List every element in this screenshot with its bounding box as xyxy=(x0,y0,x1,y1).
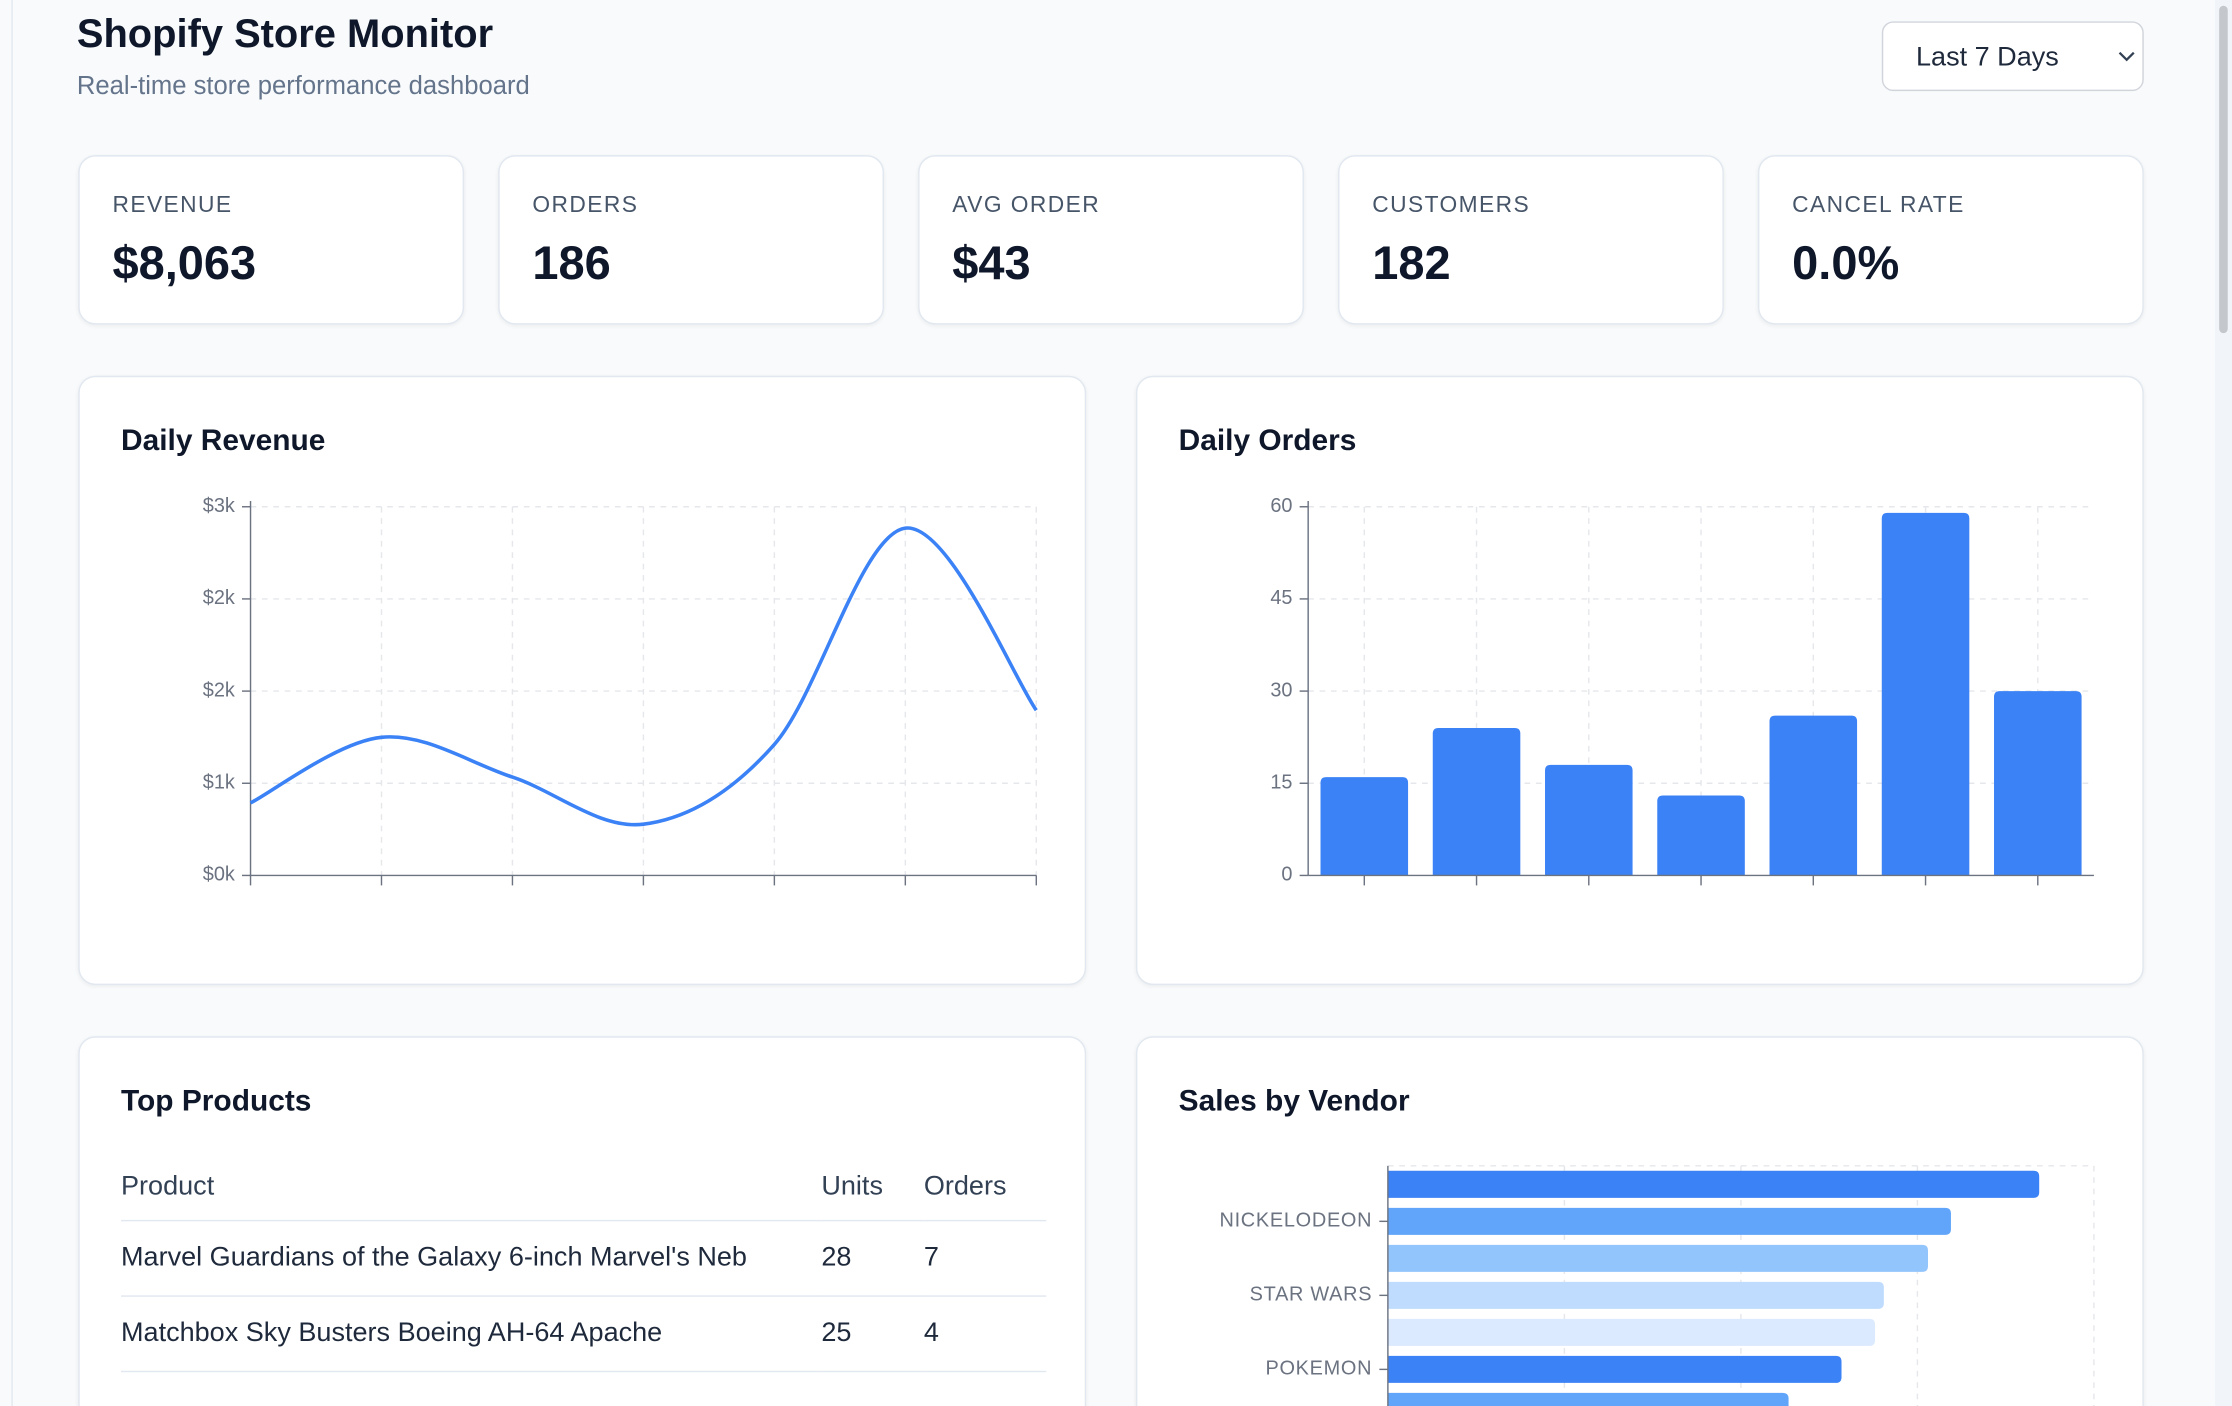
y-tick-label: $1k xyxy=(203,772,235,794)
header-row: Product Units Orders xyxy=(120,1162,1047,1222)
y-tick-label: 45 xyxy=(1270,587,1292,609)
y-tick-label: $3k xyxy=(203,495,235,517)
bar xyxy=(1387,1244,1929,1272)
range-select[interactable]: Last 7 Days xyxy=(1881,21,2144,92)
product-name: Matchbox Sky Busters Boeing AH-64 Apache xyxy=(120,1296,822,1373)
bar xyxy=(1994,691,2082,876)
kpi-value: 186 xyxy=(532,236,611,289)
kpi-card: AVG ORDER $43 xyxy=(918,155,1304,325)
hbar-chart: NICKELODEON STAR WARS POKEMON xyxy=(1219,1165,2095,1406)
orders-card: Daily Orders 0 15 30 45 60 xyxy=(1135,375,2144,986)
bar xyxy=(1387,1392,1789,1406)
y-tick-label: $2k xyxy=(203,679,235,701)
orders: 4 xyxy=(923,1296,1047,1373)
y-tick-label: 15 xyxy=(1270,772,1292,794)
kpi-card: ORDERS 186 xyxy=(498,155,884,325)
line-chart: $0k $1k $2k $2k $3k xyxy=(203,495,1038,886)
kpi-label: CANCEL RATE xyxy=(1792,193,1965,218)
kpi-value: 182 xyxy=(1372,236,1451,289)
kpi-value: $43 xyxy=(952,236,1031,289)
revenue-card: Daily Revenue $0k $1k $2k $2k $3k xyxy=(78,375,1087,986)
page-subtitle: Real-time store performance dashboard xyxy=(76,71,530,100)
units: 28 xyxy=(821,1220,924,1297)
column-header: Units xyxy=(821,1162,924,1222)
product-row: Marvel Guardians of the Galaxy 6-inch Ma… xyxy=(120,1220,1047,1297)
column-header: Product xyxy=(120,1162,822,1222)
kpi-card: CANCEL RATE 0.0% xyxy=(1757,155,2144,325)
y-tick-label: 0 xyxy=(1281,864,1292,886)
products-card: Top Products Product Units Orders Marvel… xyxy=(78,1036,1087,1406)
scrollbar[interactable] xyxy=(2214,0,2232,1406)
kpi-label: CUSTOMERS xyxy=(1372,193,1531,218)
bar xyxy=(1657,795,1745,876)
card-title: Daily Orders xyxy=(1178,424,1357,457)
y-tick-label: $0k xyxy=(203,864,235,886)
bar xyxy=(1545,764,1633,876)
products-table: Product Units Orders Marvel Guardians of… xyxy=(120,1162,1047,1373)
column-header: Orders xyxy=(923,1162,1047,1222)
y-tick-label: 30 xyxy=(1270,679,1292,701)
bar xyxy=(1387,1207,1951,1235)
range-value: Last 7 Days xyxy=(1915,42,2059,73)
kpi-card: CUSTOMERS 182 xyxy=(1338,155,1724,325)
bar xyxy=(1387,1355,1842,1383)
card-title: Top Products xyxy=(120,1084,312,1118)
bar xyxy=(1881,512,1970,876)
vendor-card: Sales by Vendor NICKELODEON STAR WARS POKEM… xyxy=(1135,1036,2144,1406)
page-title: Shopify Store Monitor xyxy=(76,11,494,56)
y-tick-label: 60 xyxy=(1270,495,1292,517)
orders: 7 xyxy=(923,1220,1047,1297)
card-title: Daily Revenue xyxy=(120,424,326,457)
bar xyxy=(1387,1170,2040,1198)
bar xyxy=(1432,727,1521,876)
chevron xyxy=(2118,51,2135,62)
bar xyxy=(1387,1281,1884,1309)
revenue-line xyxy=(249,526,1038,827)
y-tick-label: NICKELODEON xyxy=(1219,1210,1372,1232)
scroll-thumb[interactable] xyxy=(2219,5,2228,334)
y-tick-label: STAR WARS xyxy=(1250,1284,1373,1306)
bar xyxy=(1387,1318,1876,1346)
kpi-card: REVENUE $8,063 xyxy=(78,155,465,325)
bar xyxy=(1769,715,1858,876)
sidebar-edge xyxy=(11,0,13,1406)
bar-chart: 0 15 30 45 60 xyxy=(1270,495,2094,886)
kpi-value: $8,063 xyxy=(112,236,257,289)
bar xyxy=(1320,777,1409,876)
kpi-label: AVG ORDER xyxy=(952,193,1101,218)
kpi-value: 0.0% xyxy=(1792,236,1900,289)
product-name: Marvel Guardians of the Galaxy 6-inch Ma… xyxy=(120,1220,822,1297)
kpi-label: REVENUE xyxy=(112,193,233,218)
units: 25 xyxy=(821,1296,924,1373)
y-tick-label: $2k xyxy=(203,587,235,609)
card-title: Sales by Vendor xyxy=(1178,1084,1410,1118)
product-row: Matchbox Sky Busters Boeing AH-64 Apache… xyxy=(120,1296,1047,1373)
y-tick-label: POKEMON xyxy=(1265,1358,1372,1380)
kpi-label: ORDERS xyxy=(532,193,639,218)
